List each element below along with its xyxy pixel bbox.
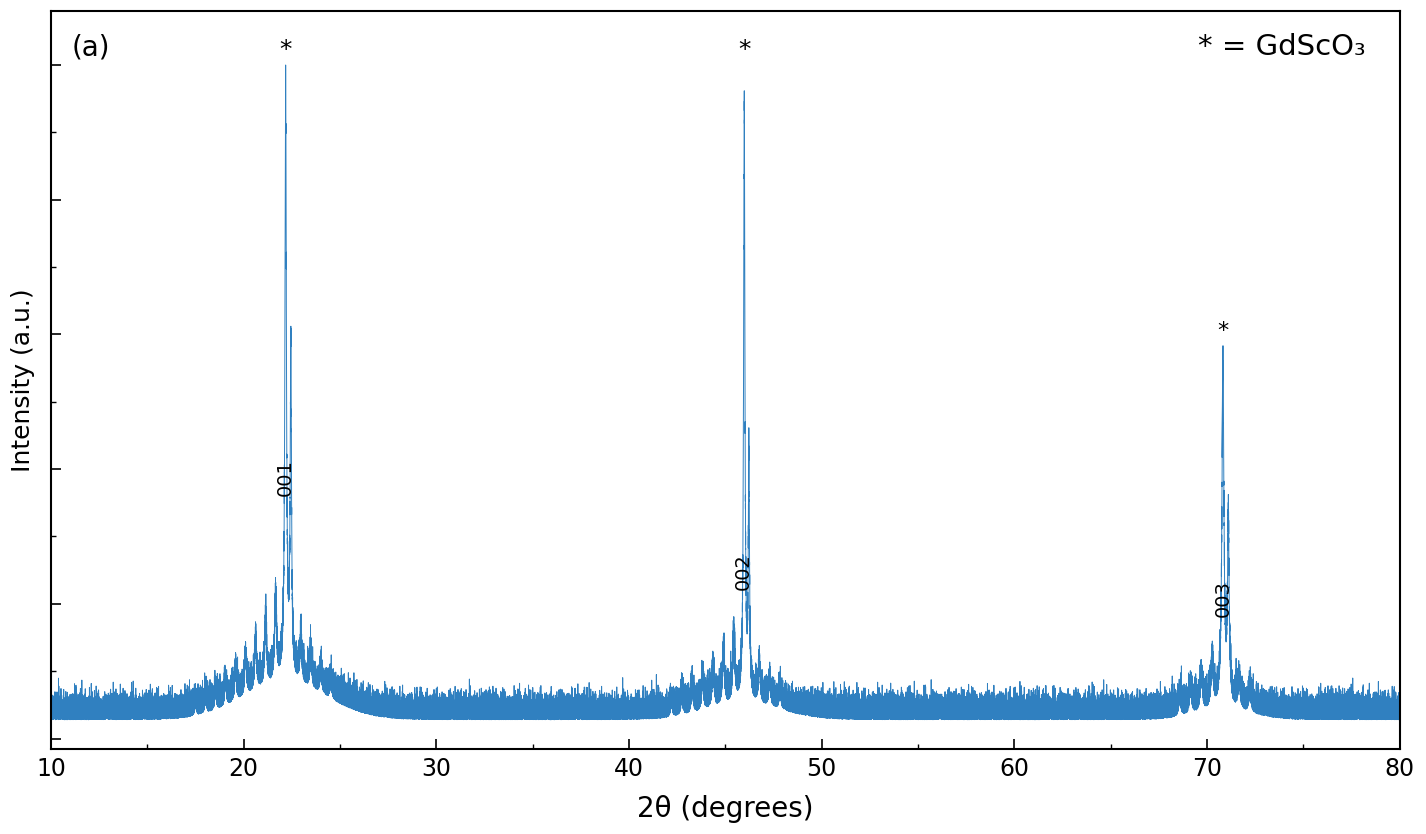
Text: * = GdScO₃: * = GdScO₃ — [1198, 33, 1366, 61]
Text: *: * — [1218, 321, 1229, 341]
Text: (a): (a) — [71, 33, 110, 61]
Text: *: * — [739, 38, 750, 62]
Text: *: * — [279, 38, 292, 62]
Text: 001: 001 — [275, 460, 295, 496]
X-axis label: 2θ (degrees): 2θ (degrees) — [637, 795, 814, 823]
Y-axis label: Intensity (a.u.): Intensity (a.u.) — [11, 288, 36, 472]
Text: 003: 003 — [1214, 580, 1232, 617]
Text: 002: 002 — [734, 554, 753, 590]
